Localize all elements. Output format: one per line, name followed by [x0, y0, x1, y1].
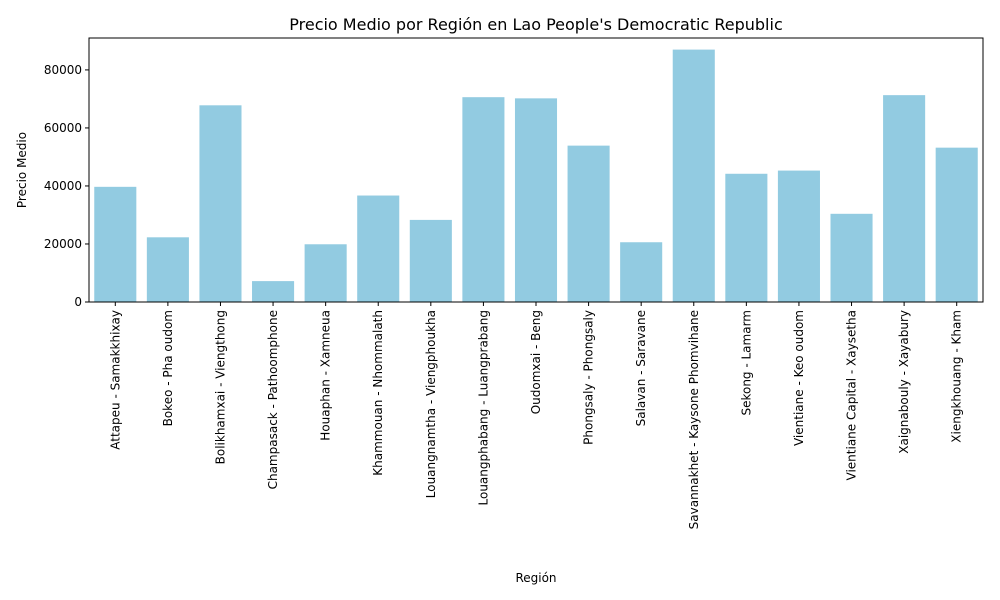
x-tick-label: Bokeo - Pha oudom [161, 310, 175, 426]
bar [462, 97, 505, 302]
x-tick-label: Vientiane - Keo oudom [792, 310, 806, 446]
bar [304, 244, 347, 302]
y-tick-label: 40000 [44, 179, 82, 193]
x-tick-label: Vientiane Capital - Xaysetha [845, 310, 859, 480]
bar [252, 281, 295, 302]
x-axis: Attapeu - Samakkhixay Bokeo - Pha oudom Bo… [108, 302, 964, 529]
y-tick-label: 20000 [44, 237, 82, 251]
y-tick-label: 0 [74, 295, 82, 309]
x-tick-label: Khammouan - Nhommalath [371, 310, 385, 476]
chart-title: Precio Medio por Región en Lao People's … [289, 15, 783, 34]
bar [94, 186, 137, 302]
y-tick-label: 80000 [44, 63, 82, 77]
x-tick-label: Xiengkhouang - Kham [950, 310, 964, 443]
y-axis-label: Precio Medio [15, 132, 29, 208]
bar [725, 173, 768, 302]
x-tick-label: Phongsaly - Phongsaly [582, 310, 596, 445]
y-tick-label: 60000 [44, 121, 82, 135]
x-tick-label: Xaignabouly - Xayabury [897, 310, 911, 454]
x-tick-label: Sekong - Lamarm [739, 310, 753, 416]
bar [357, 195, 400, 302]
bar [620, 242, 663, 302]
bar [883, 95, 926, 303]
bar [146, 237, 189, 302]
bars-group [94, 49, 978, 303]
bar [514, 98, 558, 302]
x-tick-label: Houaphan - Xamneua [319, 310, 333, 441]
bar [777, 170, 820, 302]
x-axis-label: Región [515, 571, 556, 585]
x-tick-label: Champasack - Pathoomphone [266, 310, 280, 489]
x-tick-label: Savannakhet - Kaysone Phomvihane [687, 310, 701, 529]
bar [567, 145, 610, 302]
bar [409, 219, 452, 302]
plot-frame [88, 37, 984, 303]
x-tick-label: Louangnamtha - Viengphoukha [424, 310, 438, 498]
x-tick-label: Oudomxai - Beng [529, 310, 543, 414]
bar [672, 49, 715, 302]
x-tick-label: Louangphabang - Luangprabang [476, 310, 490, 505]
axes-frame [88, 37, 984, 303]
x-tick-label: Attapeu - Samakkhixay [108, 310, 122, 450]
bar [935, 147, 978, 302]
bar [830, 213, 873, 302]
y-axis: 0 20000 40000 60000 80000 [44, 63, 89, 309]
bar [199, 105, 242, 302]
x-tick-label: Salavan - Saravane [634, 310, 648, 426]
x-tick-label: Bolikhamxai - Viengthong [213, 310, 227, 464]
